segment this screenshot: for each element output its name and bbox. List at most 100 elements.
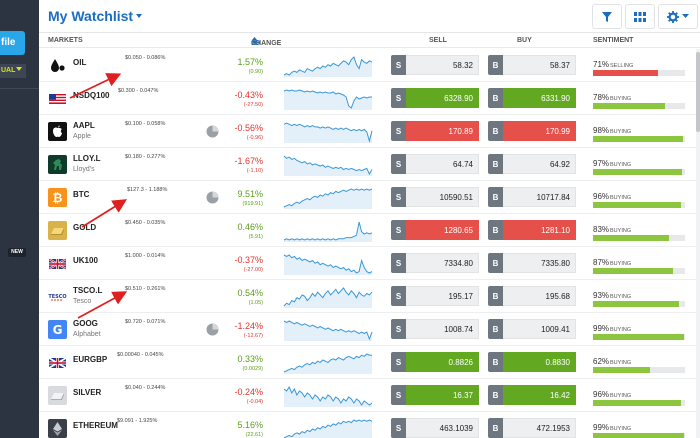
market-symbol[interactable]: LLOY.L	[73, 154, 101, 163]
market-symbol[interactable]: UK100	[73, 256, 98, 265]
market-symbol[interactable]: GOLD	[73, 223, 97, 232]
sell-button[interactable]: S 7334.80	[391, 253, 479, 273]
sell-button[interactable]: S 195.17	[391, 286, 479, 306]
market-row[interactable]: ₿ BTC $127.3 - 1.188% 9.51% (919.91) S 10590.5…	[39, 181, 700, 214]
buy-button[interactable]: B 1281.10	[488, 220, 576, 240]
col-buy[interactable]: BUY	[517, 37, 532, 44]
eu-flag-icon	[48, 353, 67, 372]
sentiment-text: 93%BUYING	[593, 291, 631, 300]
market-row[interactable]: EURGBP $0.00040 - 0.045% 0.33% (0.0029) S 0.8…	[39, 346, 700, 379]
settings-button[interactable]	[658, 4, 698, 29]
scrollbar-thumb[interactable]	[696, 52, 700, 132]
sentiment-bar-fill	[593, 301, 679, 307]
chevron-down-icon	[136, 14, 143, 18]
buy-price: 64.92	[503, 154, 576, 174]
scrollbar-track[interactable]	[696, 49, 700, 438]
market-row[interactable]: TESCO TSCO.L Tesco $0.510 - 0.261% 0.54% (1.0…	[39, 280, 700, 313]
market-symbol[interactable]: TSCO.L	[73, 286, 103, 295]
period-selector[interactable]: 1D	[251, 40, 260, 47]
change-absolute: (0.0029)	[242, 366, 264, 372]
buy-button[interactable]: B 472.1953	[488, 418, 576, 438]
sell-button[interactable]: S 170.89	[391, 121, 479, 141]
market-row[interactable]: AAPL Apple $0.100 - 0.058% -0.56% (-0.96) S 17…	[39, 115, 700, 148]
sell-button[interactable]: S 58.32	[391, 55, 479, 75]
sparkline-area	[284, 90, 372, 110]
sell-price: 463.1039	[406, 418, 479, 438]
sell-button[interactable]: S 6328.90	[391, 88, 479, 108]
buy-button[interactable]: B 1009.41	[488, 319, 576, 339]
buy-button[interactable]: B 10717.84	[488, 187, 576, 207]
market-row[interactable]: NSDQ100 $0.300 - 0.047% -0.43% (-27.50) S 632…	[39, 82, 700, 115]
watchlist-title-dropdown[interactable]: My Watchlist	[48, 8, 143, 24]
market-symbol[interactable]: EURGBP	[73, 355, 108, 364]
sentiment-percent: 98%	[593, 126, 610, 135]
sell-button[interactable]: S 0.8826	[391, 352, 479, 372]
sentiment-bar	[593, 334, 685, 340]
market-row[interactable]: LLOY.L Lloyd's $0.180 - 0.277% -1.67% (-1.10…	[39, 148, 700, 181]
profile-button[interactable]: file	[0, 31, 25, 55]
sell-button[interactable]: S 463.1039	[391, 418, 479, 438]
sort-icon	[252, 37, 257, 44]
market-row[interactable]: GOLD $0.450 - 0.035% 0.46% (5.91) S 1280.65 B 1…	[39, 214, 700, 247]
change-percent: 0.54%	[237, 288, 263, 298]
market-row[interactable]: G GOOG Alphabet $0.720 - 0.071% -1.24% (-12.6…	[39, 313, 700, 346]
grid-view-button[interactable]	[625, 4, 655, 29]
sparkline-area	[284, 189, 372, 209]
buy-button[interactable]: B 0.8830	[488, 352, 576, 372]
buy-button[interactable]: B 58.37	[488, 55, 576, 75]
sell-button[interactable]: S 16.37	[391, 385, 479, 405]
col-sentiment[interactable]: SENTIMENT	[593, 37, 634, 44]
buy-button[interactable]: B 195.68	[488, 286, 576, 306]
account-mode-dropdown[interactable]: UAL	[0, 64, 26, 78]
col-markets[interactable]: MARKETS	[48, 37, 83, 44]
apple-icon	[48, 122, 67, 141]
sentiment-label: BUYING	[610, 228, 632, 234]
sell-button[interactable]: S 64.74	[391, 154, 479, 174]
sell-button[interactable]: S 1280.65	[391, 220, 479, 240]
market-symbol[interactable]: AAPL	[73, 121, 95, 130]
portfolio-pie-icon[interactable]	[206, 323, 219, 336]
change-absolute: (-0.04)	[246, 399, 263, 405]
buy-button[interactable]: B 7335.80	[488, 253, 576, 273]
sentiment-bar	[593, 367, 685, 373]
market-row[interactable]: UK100 $1.000 - 0.014% -0.37% (-27.00) S 7334.…	[39, 247, 700, 280]
buy-button[interactable]: B 170.99	[488, 121, 576, 141]
buy-button[interactable]: B 16.42	[488, 385, 576, 405]
sell-price: 1280.65	[406, 220, 479, 240]
market-symbol[interactable]: SILVER	[73, 388, 102, 397]
market-symbol[interactable]: GOOG	[73, 319, 98, 328]
change-absolute: (5.91)	[248, 234, 263, 240]
column-headers: MARKETS CHANGE 1D SELL BUY SENTIMENT	[39, 34, 700, 48]
change-absolute: (-12.67)	[243, 333, 263, 339]
buy-button[interactable]: B 64.92	[488, 154, 576, 174]
sparkline-area	[284, 222, 372, 242]
market-symbol[interactable]: BTC	[73, 190, 90, 199]
sentiment-label: BUYING	[610, 426, 632, 432]
sparkline-area	[284, 420, 372, 438]
col-change[interactable]: CHANGE 1D	[251, 37, 281, 47]
market-row[interactable]: ETHEREUM $9.091 - 1.925% 5.16% (22.61) S 463.…	[39, 412, 700, 438]
portfolio-pie-icon[interactable]	[206, 125, 219, 138]
sentiment-bar-fill	[593, 235, 670, 241]
portfolio-pie-icon[interactable]	[206, 191, 219, 204]
market-symbol[interactable]: OIL	[73, 58, 87, 67]
market-symbol[interactable]: ETHEREUM	[73, 421, 118, 430]
sparkline-line	[283, 221, 373, 241]
buy-letter: B	[488, 253, 503, 273]
sell-button[interactable]: S 10590.51	[391, 187, 479, 207]
filter-button[interactable]	[592, 4, 622, 29]
buy-price: 7335.80	[503, 253, 576, 273]
buy-letter: B	[488, 418, 503, 438]
sell-price: 170.89	[406, 121, 479, 141]
buy-button[interactable]: B 6331.90	[488, 88, 576, 108]
sentiment-bar	[593, 235, 685, 241]
market-row[interactable]: OIL $0.050 - 0.086% 1.57% (0.90) S 58.32 B 58.3…	[39, 49, 700, 82]
sentiment-text: 99%BUYING	[593, 423, 631, 432]
market-symbol[interactable]: NSDQ100	[73, 91, 110, 100]
sentiment-text: 78%BUYING	[593, 93, 631, 102]
col-sell[interactable]: SELL	[429, 37, 447, 44]
sell-button[interactable]: S 1008.74	[391, 319, 479, 339]
market-row[interactable]: SILVER $0.040 - 0.244% -0.24% (-0.04) S 16.37…	[39, 379, 700, 412]
svg-text:TESCO: TESCO	[48, 294, 66, 300]
sparkline-line	[283, 254, 373, 274]
